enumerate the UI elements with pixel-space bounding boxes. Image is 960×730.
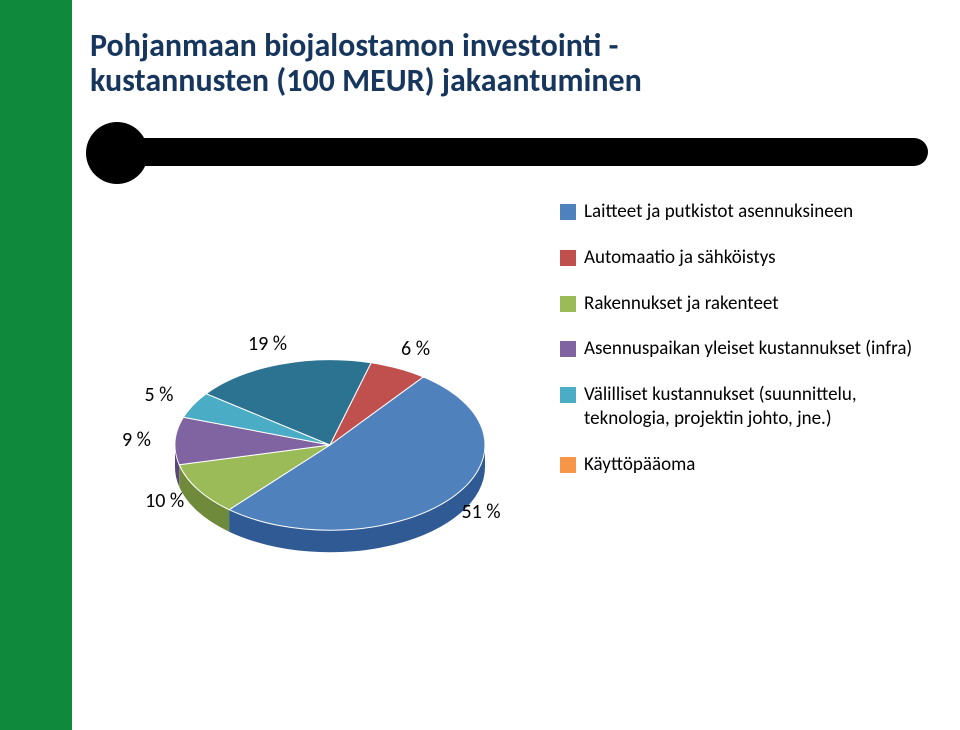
- legend-label: Välilliset kustannukset (suunnittelu, te…: [584, 383, 940, 431]
- legend-label: Asennuspaikan yleiset kustannukset (infr…: [584, 337, 912, 361]
- page-title: Pohjanmaan biojalostamon investointi - k…: [90, 28, 642, 98]
- legend-label: Automaatio ja sähköistys: [584, 246, 776, 270]
- legend-swatch-icon: [560, 250, 576, 266]
- left-accent-bar: [0, 0, 72, 730]
- pie-slice-label: 6 %: [401, 337, 430, 361]
- pie-slice-label: 9 %: [122, 428, 151, 452]
- legend-label: Rakennukset ja rakenteet: [584, 292, 779, 316]
- pie-slice-label: 19 %: [248, 332, 287, 356]
- pie-slice-label: 10 %: [145, 489, 184, 513]
- legend-swatch-icon: [560, 204, 576, 220]
- legend-swatch-icon: [560, 387, 576, 403]
- pie-slice-label: 5 %: [144, 383, 173, 407]
- legend-item: Laitteet ja putkistot asennuksineen: [560, 200, 940, 224]
- underline-dot-icon: [86, 122, 148, 184]
- pie-chart: 51 % 10 % 9 % 5 % 19 % 6 %: [90, 230, 530, 650]
- legend: Laitteet ja putkistot asennuksineen Autom…: [560, 200, 940, 498]
- legend-swatch-icon: [560, 341, 576, 357]
- pie-chart-svg: [90, 230, 530, 650]
- title-underline: [108, 138, 928, 166]
- legend-item: Asennuspaikan yleiset kustannukset (infr…: [560, 337, 940, 361]
- legend-item: Automaatio ja sähköistys: [560, 246, 940, 270]
- legend-label: Laitteet ja putkistot asennuksineen: [584, 200, 853, 224]
- title-line-2: kustannusten (100 MEUR) jakaantuminen: [90, 63, 642, 98]
- legend-label: Käyttöpääoma: [584, 453, 695, 477]
- pie-slice-label: 51 %: [461, 500, 500, 524]
- legend-item: Rakennukset ja rakenteet: [560, 292, 940, 316]
- legend-swatch-icon: [560, 296, 576, 312]
- legend-item: Välilliset kustannukset (suunnittelu, te…: [560, 383, 940, 431]
- legend-swatch-icon: [560, 457, 576, 473]
- legend-item: Käyttöpääoma: [560, 453, 940, 477]
- title-line-1: Pohjanmaan biojalostamon investointi -: [90, 28, 642, 63]
